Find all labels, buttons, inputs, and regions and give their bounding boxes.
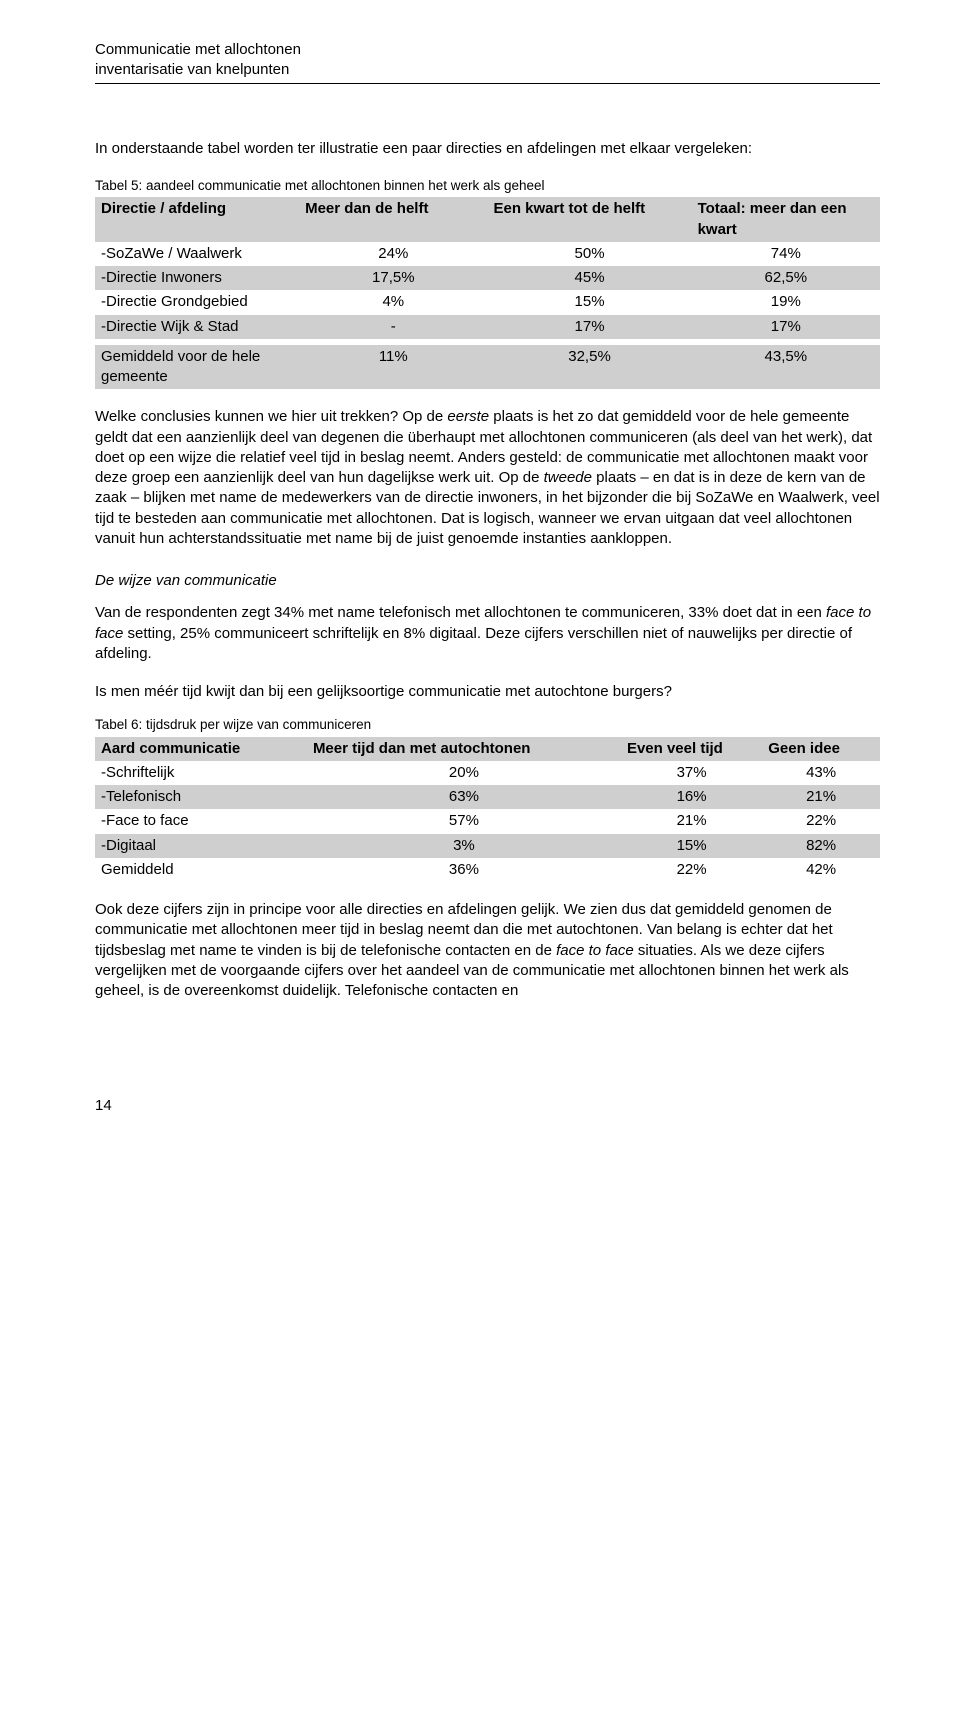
- cell: 22%: [762, 809, 880, 833]
- table-row: -Telefonisch 63% 16% 21%: [95, 785, 880, 809]
- table-row: -SoZaWe / Waalwerk 24% 50% 74%: [95, 242, 880, 266]
- row-label: Gemiddeld: [95, 858, 307, 882]
- cell: 11%: [299, 345, 487, 390]
- table6-header-row: Aard communicatie Meer tijd dan met auto…: [95, 737, 880, 761]
- table5-caption: Tabel 5: aandeel communicatie met alloch…: [95, 177, 880, 195]
- table5-header-1: Meer dan de helft: [299, 197, 487, 242]
- table5-summary-row: Gemiddeld voor de hele gemeente 11% 32,5…: [95, 345, 880, 390]
- table5-header-row: Directie / afdeling Meer dan de helft Ee…: [95, 197, 880, 242]
- cell: 21%: [762, 785, 880, 809]
- cell: 45%: [487, 266, 691, 290]
- cell: -: [299, 315, 487, 339]
- cell: 24%: [299, 242, 487, 266]
- cell: 19%: [692, 290, 880, 314]
- paragraph-3: Ook deze cijfers zijn in principe voor a…: [95, 900, 880, 1001]
- table-row: Gemiddeld 36% 22% 42%: [95, 858, 880, 882]
- table6-caption: Tabel 6: tijdsdruk per wijze van communi…: [95, 716, 880, 734]
- table-row: -Face to face 57% 21% 22%: [95, 809, 880, 833]
- header-rule: [95, 83, 880, 84]
- paragraph-1: Welke conclusies kunnen we hier uit trek…: [95, 407, 880, 549]
- cell: 37%: [621, 761, 762, 785]
- table5-header-3: Totaal: meer dan een kwart: [692, 197, 880, 242]
- row-label: -Telefonisch: [95, 785, 307, 809]
- table-row: -Directie Wijk & Stad - 17% 17%: [95, 315, 880, 339]
- paragraph-2: Van de respondenten zegt 34% met name te…: [95, 603, 880, 664]
- cell: 43%: [762, 761, 880, 785]
- running-header: Communicatie met allochtonen inventarisa…: [95, 40, 880, 79]
- cell: 57%: [307, 809, 621, 833]
- cell: 15%: [621, 834, 762, 858]
- para1-em1: eerste: [447, 408, 489, 425]
- subheading: De wijze van communicatie: [95, 571, 880, 591]
- intro-paragraph: In onderstaande tabel worden ter illustr…: [95, 139, 880, 159]
- cell: 50%: [487, 242, 691, 266]
- cell: 17%: [487, 315, 691, 339]
- table6-header-0: Aard communicatie: [95, 737, 307, 761]
- cell: 17,5%: [299, 266, 487, 290]
- row-label: -SoZaWe / Waalwerk: [95, 242, 299, 266]
- row-label: -Directie Grondgebied: [95, 290, 299, 314]
- table6-header-2: Even veel tijd: [621, 737, 762, 761]
- cell: 21%: [621, 809, 762, 833]
- table-row: -Directie Inwoners 17,5% 45% 62,5%: [95, 266, 880, 290]
- row-label: -Directie Inwoners: [95, 266, 299, 290]
- cell: 22%: [621, 858, 762, 882]
- row-label: -Face to face: [95, 809, 307, 833]
- para2-pre: Van de respondenten zegt 34% met name te…: [95, 604, 826, 621]
- header-line-1: Communicatie met allochtonen: [95, 40, 880, 60]
- table5-header-0: Directie / afdeling: [95, 197, 299, 242]
- cell: 42%: [762, 858, 880, 882]
- cell: 15%: [487, 290, 691, 314]
- question-line: Is men méér tijd kwijt dan bij een gelij…: [95, 682, 880, 702]
- cell: 16%: [621, 785, 762, 809]
- cell: 82%: [762, 834, 880, 858]
- table-row: -Directie Grondgebied 4% 15% 19%: [95, 290, 880, 314]
- page-number: 14: [95, 1096, 880, 1116]
- para1-pre: Welke conclusies kunnen we hier uit trek…: [95, 408, 447, 425]
- cell: 63%: [307, 785, 621, 809]
- table-row: -Schriftelijk 20% 37% 43%: [95, 761, 880, 785]
- para2-post: setting, 25% communiceert schriftelijk e…: [95, 625, 852, 662]
- row-label: -Schriftelijk: [95, 761, 307, 785]
- cell: 62,5%: [692, 266, 880, 290]
- row-label: -Directie Wijk & Stad: [95, 315, 299, 339]
- cell: 20%: [307, 761, 621, 785]
- cell: 3%: [307, 834, 621, 858]
- para3-em: face to face: [556, 942, 634, 959]
- table-row: -Digitaal 3% 15% 82%: [95, 834, 880, 858]
- cell: 74%: [692, 242, 880, 266]
- summary-label: Gemiddeld voor de hele gemeente: [95, 345, 299, 390]
- table6-header-1: Meer tijd dan met autochtonen: [307, 737, 621, 761]
- table6-header-3: Geen idee: [762, 737, 880, 761]
- cell: 32,5%: [487, 345, 691, 390]
- cell: 36%: [307, 858, 621, 882]
- header-line-2: inventarisatie van knelpunten: [95, 60, 880, 80]
- cell: 4%: [299, 290, 487, 314]
- table6: Aard communicatie Meer tijd dan met auto…: [95, 737, 880, 883]
- para1-em2: tweede: [544, 469, 592, 486]
- cell: 17%: [692, 315, 880, 339]
- cell: 43,5%: [692, 345, 880, 390]
- table5-header-2: Een kwart tot de helft: [487, 197, 691, 242]
- row-label: -Digitaal: [95, 834, 307, 858]
- table5: Directie / afdeling Meer dan de helft Ee…: [95, 197, 880, 389]
